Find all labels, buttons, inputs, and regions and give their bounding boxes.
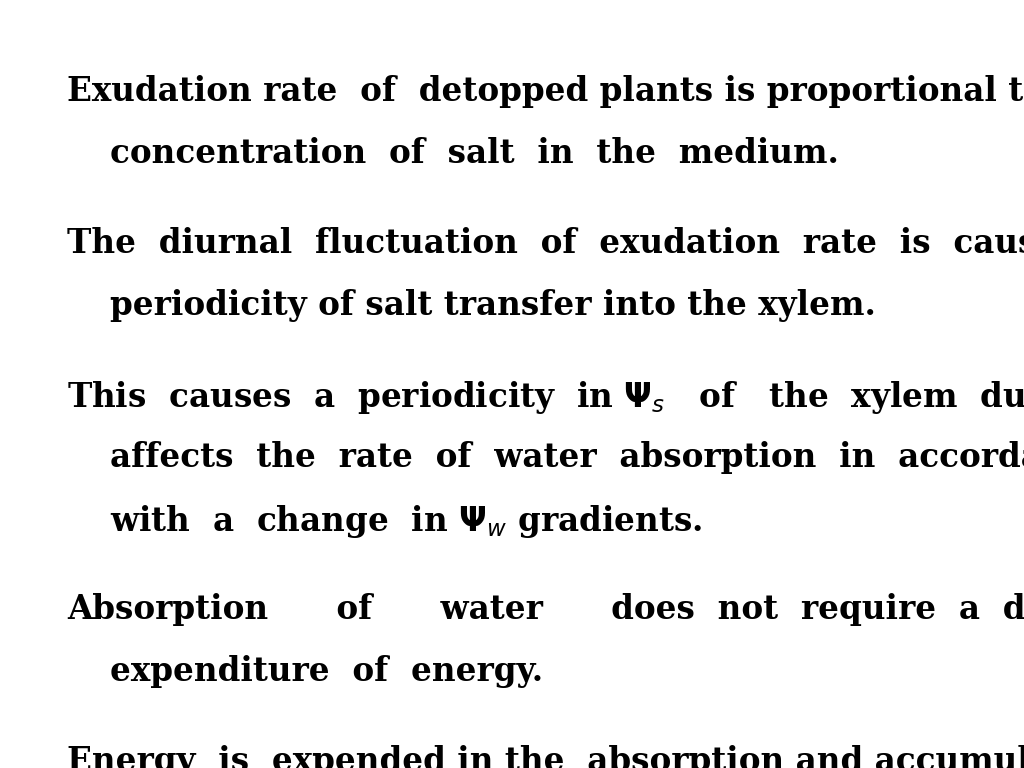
Text: Exudation rate  of  detopped plants is proportional to the: Exudation rate of detopped plants is pro… (67, 75, 1024, 108)
Text: Energy  is  expended in the  absorption and accumulation: Energy is expended in the absorption and… (67, 745, 1024, 768)
Text: The  diurnal  fluctuation  of  exudation  rate  is  caused  by  a: The diurnal fluctuation of exudation rat… (67, 227, 1024, 260)
Text: expenditure  of  energy.: expenditure of energy. (110, 655, 543, 688)
Text: periodicity of salt transfer into the xylem.: periodicity of salt transfer into the xy… (110, 289, 876, 322)
Text: affects  the  rate  of  water  absorption  in  accordance: affects the rate of water absorption in … (110, 441, 1024, 474)
Text: concentration  of  salt  in  the  medium.: concentration of salt in the medium. (110, 137, 839, 170)
Text: with  a  change  in $\mathbf{\Psi}_w$ gradients.: with a change in $\mathbf{\Psi}_w$ gradi… (110, 503, 702, 540)
Text: Absorption      of      water      does  not  require  a  direct: Absorption of water does not require a d… (67, 593, 1024, 626)
Text: This  causes  a  periodicity  in $\mathbf{\Psi}_s$   of   the  xylem  ducts,  wh: This causes a periodicity in $\mathbf{\P… (67, 379, 1024, 416)
